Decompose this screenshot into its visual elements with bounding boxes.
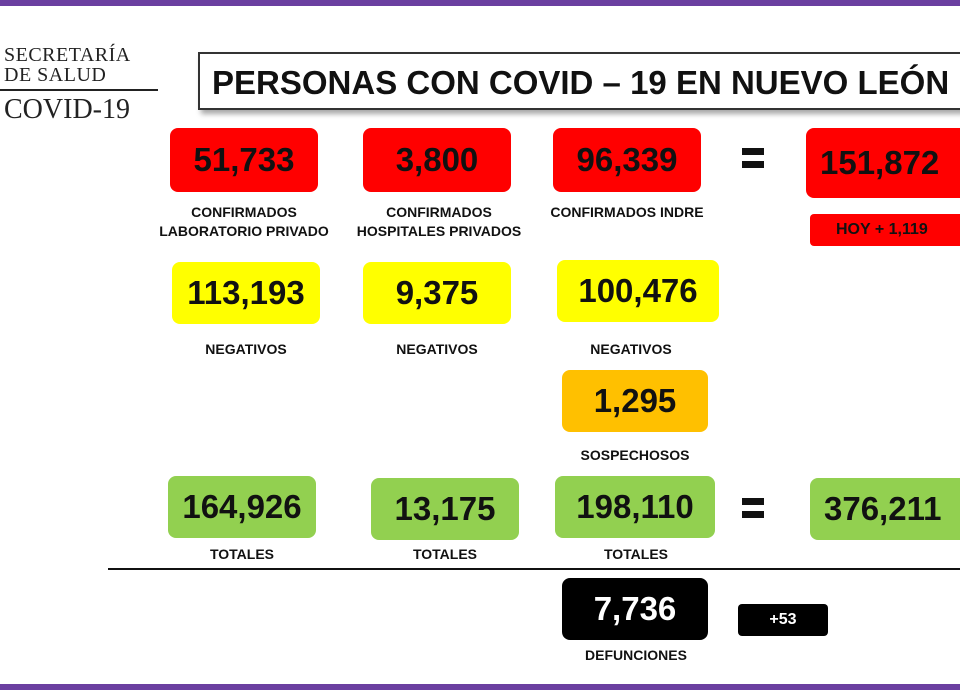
totales-privado-box: 164,926 [168,476,316,538]
confirmados-total-value: 151,872 [820,144,940,181]
divider-line [108,568,960,570]
negativos-privado-label: NEGATIVOS [205,341,287,357]
confirmados-privado-label-1: CONFIRMADOS [191,204,297,220]
totales-indre-value: 198,110 [576,488,694,525]
negativos-hospitales-value: 9,375 [395,274,479,311]
confirmados-privado-label: CONFIRMADOS LABORATORIO PRIVADO [140,203,348,241]
sospechosos-value: 1,295 [593,382,677,419]
equals-sign-totales [742,498,764,524]
confirmados-hospitales-box: 3,800 [363,128,511,192]
defunciones-box: 7,736 [562,578,708,640]
page-title: PERSONAS CON COVID – 19 EN NUEVO LEÓN [212,64,950,101]
negativos-hospitales-box: 9,375 [363,262,511,324]
totales-privado-value: 164,926 [182,488,302,525]
defunciones-today-badge: +53 [738,604,828,636]
totales-hospitales-value: 13,175 [394,490,496,527]
confirmados-privado-value: 51,733 [193,141,295,178]
confirmados-hospitales-label: CONFIRMADOS HOSPITALES PRIVADOS [340,203,538,241]
defunciones-value: 7,736 [593,590,677,627]
negativos-indre-box: 100,476 [557,260,719,322]
confirmados-privado-box: 51,733 [170,128,318,192]
confirmados-indre-value: 96,339 [576,141,678,178]
negativos-privado-value: 113,193 [187,274,305,311]
totales-indre-box: 198,110 [555,476,715,538]
hoy-confirmados-value: HOY + 1,119 [836,221,928,238]
totales-privado-label: TOTALES [209,546,275,562]
negativos-privado-box: 113,193 [172,262,320,324]
sospechosos-box: 1,295 [562,370,708,432]
totales-hospitales-label: TOTALES [412,546,478,562]
negativos-indre-label: NEGATIVOS [590,341,672,357]
totales-indre-label: TOTALES [603,546,669,562]
totales-grand-value: 376,211 [824,490,942,527]
equals-sign-confirmados [742,148,764,174]
logo-rule [0,89,158,91]
negativos-hospitales-label: NEGATIVOS [396,341,478,357]
defunciones-today-value: +53 [769,611,797,628]
confirmados-indre-box: 96,339 [553,128,701,192]
confirmados-hospitales-label-2: HOSPITALES PRIVADOS [356,223,522,239]
logo-line-1: SECRETARÍA [4,44,131,66]
defunciones-label: DEFUNCIONES [585,647,687,663]
hoy-confirmados-badge: HOY + 1,119 [810,214,960,246]
logo-line-2: DE SALUD [4,64,107,86]
confirmados-total-box: 151,872 [806,128,960,198]
totales-hospitales-box: 13,175 [371,478,519,540]
top-frame-bar [0,0,960,6]
bottom-frame-bar [0,684,960,690]
logo-line-3: COVID-19 [4,94,130,125]
confirmados-indre-label: CONFIRMADOS INDRE [550,204,704,220]
confirmados-hospitales-label-1: CONFIRMADOS [386,204,492,220]
negativos-indre-value: 100,476 [578,272,698,309]
confirmados-privado-label-2: LABORATORIO PRIVADO [159,223,329,239]
sospechosos-label: SOSPECHOSOS [580,447,690,463]
title-box: PERSONAS CON COVID – 19 EN NUEVO LEÓN [198,52,960,110]
totales-grand-box: 376,211 [810,478,960,540]
confirmados-hospitales-value: 3,800 [395,141,479,178]
